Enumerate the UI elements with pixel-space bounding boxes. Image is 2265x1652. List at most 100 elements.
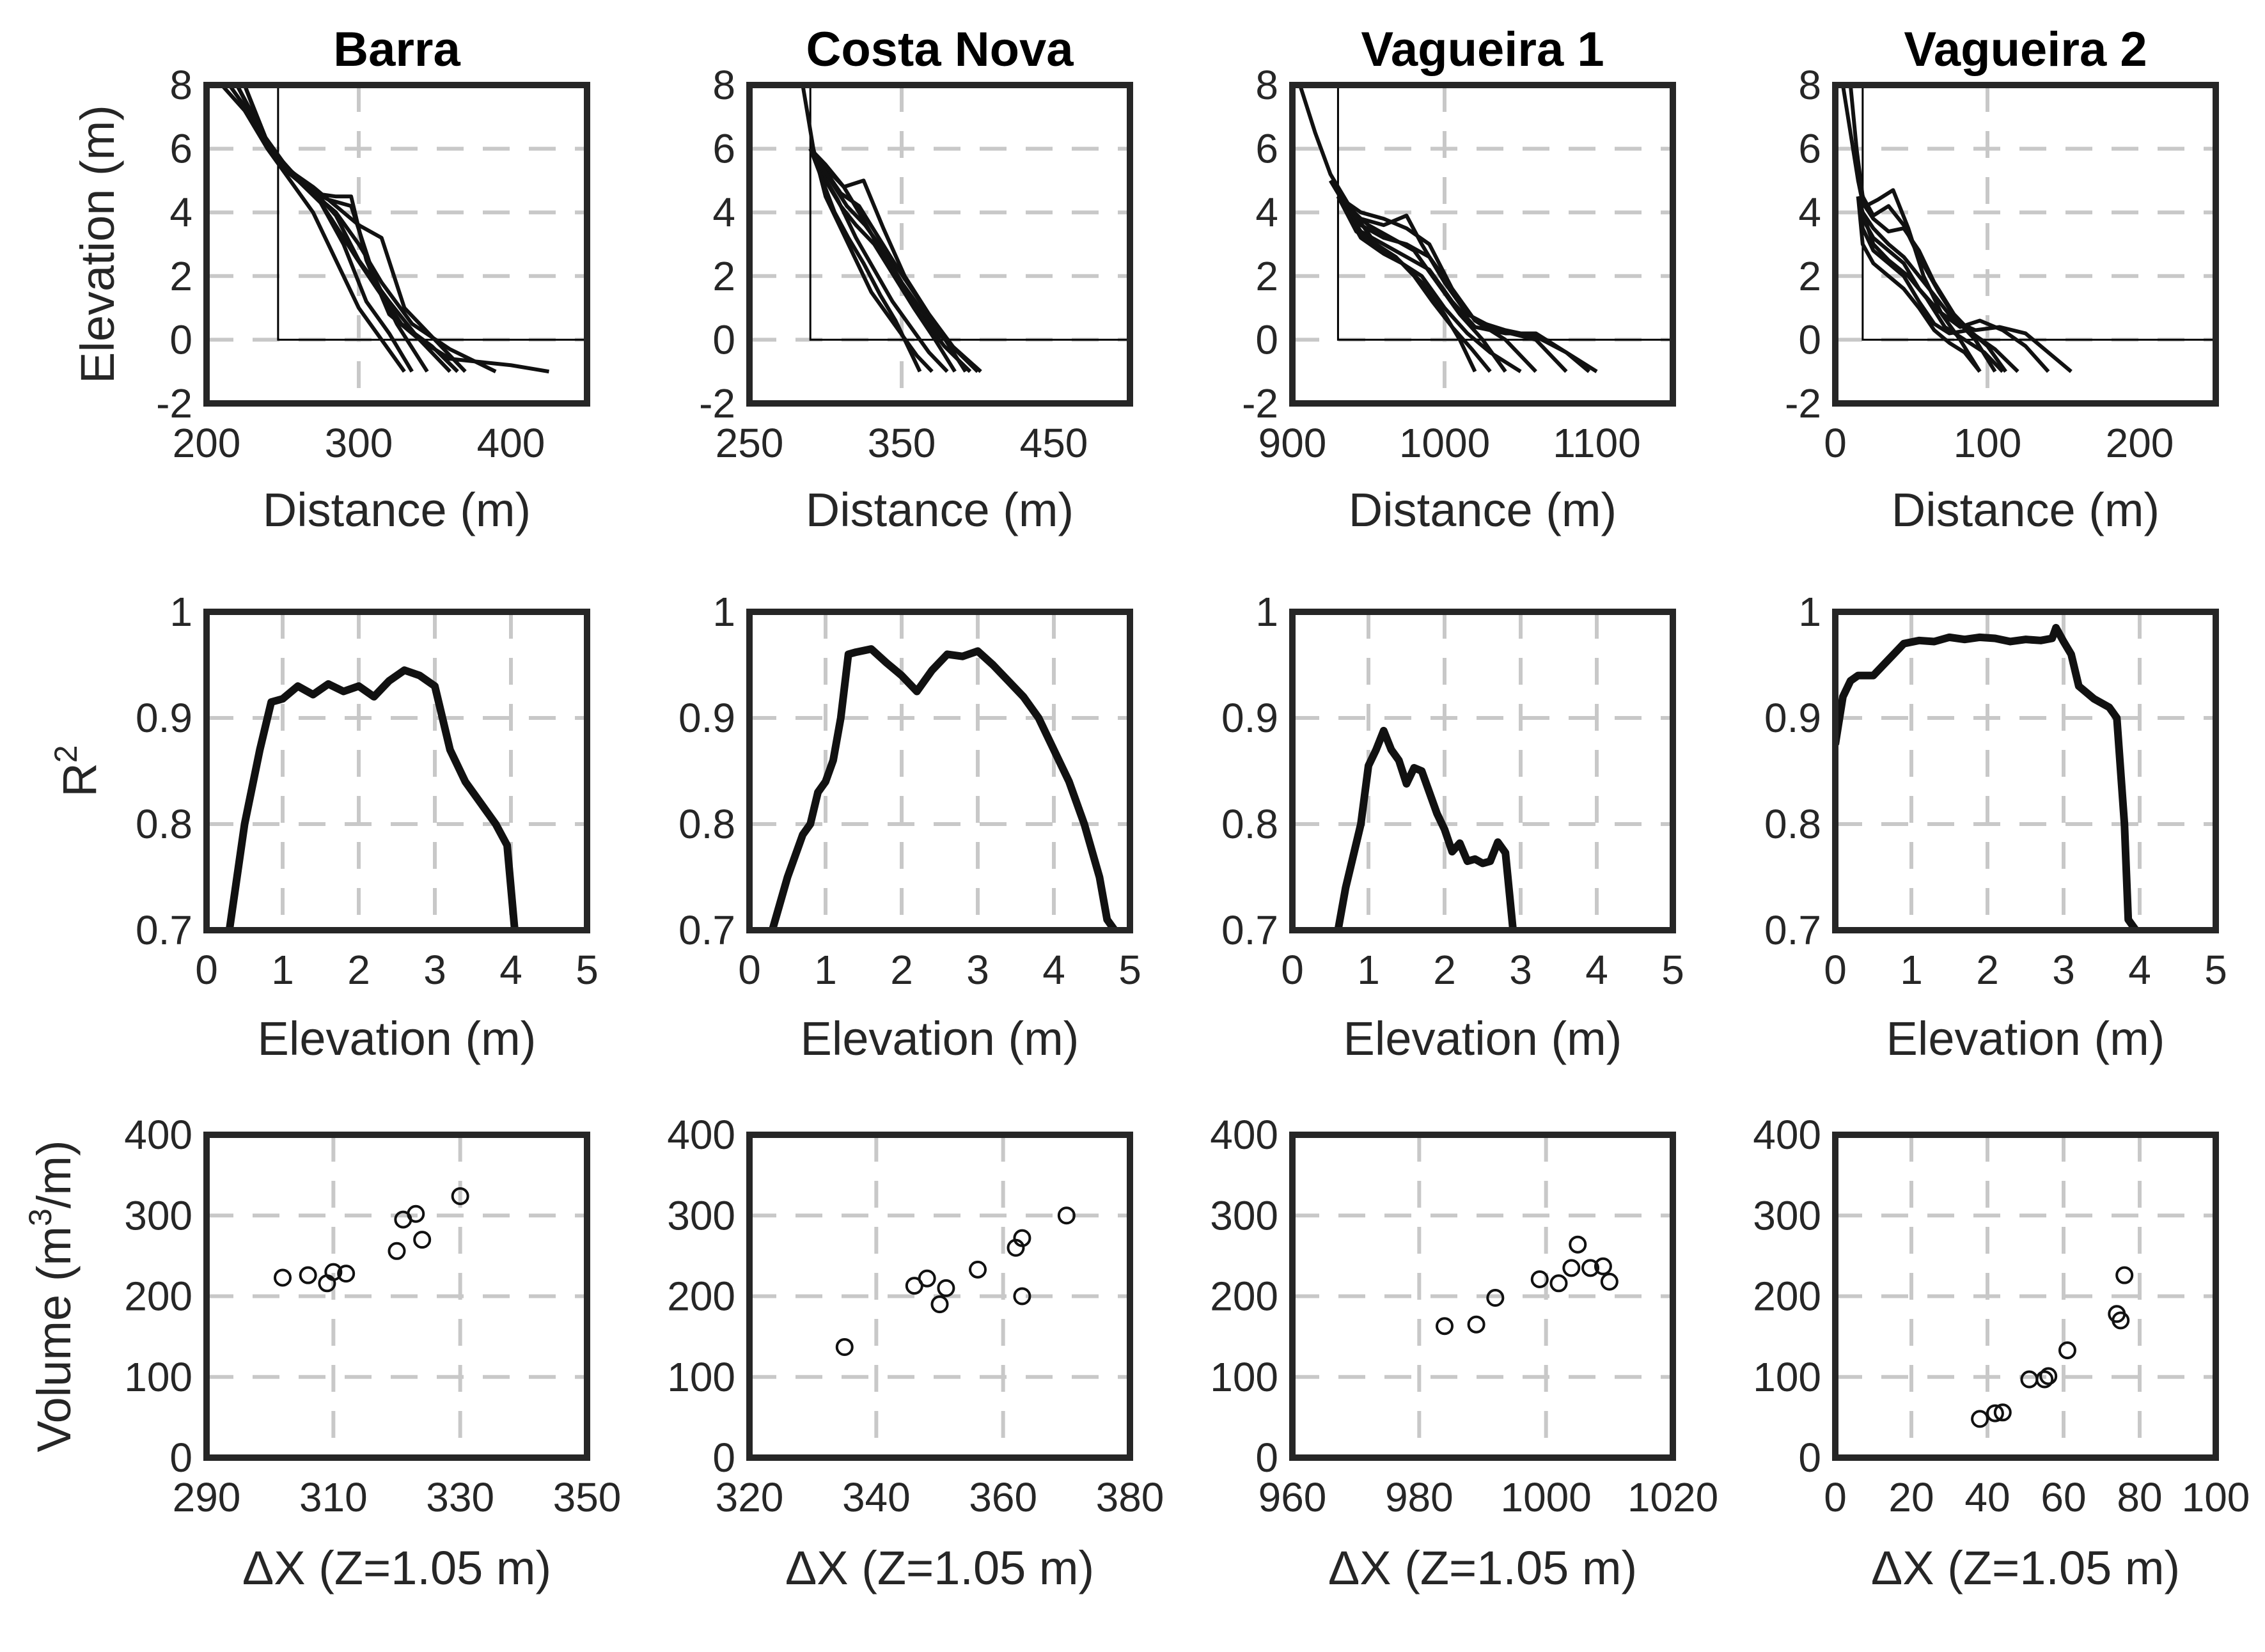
r2-ytick-label: 0.8 <box>136 801 192 847</box>
profile-xtick-label: 900 <box>1258 420 1327 466</box>
volume-ytick-label: 200 <box>1753 1274 1821 1320</box>
volume-panel-1: 320 340 360 380 0 100 200 300 400 ΔX (Z=1.05 m) <box>667 1112 1164 1594</box>
volume-ytick-label: 400 <box>124 1112 192 1158</box>
scatter-point <box>1993 1403 2012 1422</box>
x-axis-label: Distance (m) <box>263 483 531 536</box>
scatter-point <box>2020 1370 2039 1389</box>
r2-ytick-label: 1 <box>712 589 735 635</box>
r2-xtick-label: 0 <box>738 947 761 993</box>
profile-xtick-label: 200 <box>173 420 241 466</box>
profile-ytick-label: 8 <box>169 62 192 108</box>
scatter-point <box>1600 1272 1618 1291</box>
volume-xtick-label: 380 <box>1096 1474 1164 1520</box>
r2-xtick-label: 5 <box>1118 947 1141 993</box>
profile-series-line <box>242 85 497 373</box>
scatter-point <box>299 1266 317 1284</box>
volume-panel-0: 290 310 330 350 0 100 200 300 400 ΔX (Z=1.05 m) Vo… <box>22 1112 621 1594</box>
r2-ytick-label: 0.7 <box>136 907 192 953</box>
volume-xtick-label: 20 <box>1888 1474 1934 1520</box>
r2-xtick-label: 1 <box>1900 947 1923 993</box>
r2-xtick-label: 2 <box>1976 947 1999 993</box>
profile-ytick-label: -2 <box>1785 380 1821 426</box>
r2-xtick-label: 1 <box>814 947 837 993</box>
volume-panel-2: 960 980 1000 1020 0 100 200 300 400 ΔX (Z=1.05 m) <box>1210 1112 1718 1594</box>
profile-xtick-label: 350 <box>868 420 936 466</box>
r2-ytick-label: 0.7 <box>678 907 735 953</box>
volume-xtick-label: 80 <box>2117 1474 2162 1520</box>
y-axis-label-main: Volume (m <box>27 1226 81 1453</box>
profile-ytick-label: 0 <box>1798 316 1821 362</box>
profile-ytick-label: 4 <box>1798 189 1821 235</box>
volume-ytick-label: 300 <box>1210 1192 1278 1238</box>
r2-xtick-label: 5 <box>2204 947 2227 993</box>
scatter-point <box>274 1268 292 1287</box>
x-axis-label: Elevation (m) <box>1886 1012 2165 1065</box>
r2-series-line <box>1334 726 1517 930</box>
r2-xtick-label: 5 <box>1661 947 1684 993</box>
scatter-point <box>918 1269 936 1288</box>
r2-xtick-label: 3 <box>2052 947 2075 993</box>
profile-axes-frame <box>203 82 590 407</box>
volume-ytick-label: 0 <box>1798 1435 1821 1481</box>
r2-ytick-label: 0.9 <box>678 695 735 741</box>
volume-ytick-label: 100 <box>667 1354 735 1400</box>
y-axis-label: Volume (m3/m) <box>22 1140 81 1452</box>
r2-ytick-label: 1 <box>1255 589 1278 635</box>
profile-xtick-label: 250 <box>716 420 784 466</box>
scatter-point <box>835 1338 854 1357</box>
profile-axes-frame <box>1832 82 2219 407</box>
scatter-point <box>451 1187 469 1205</box>
r2-ytick-label: 0.8 <box>1764 801 1821 847</box>
r2-series-line <box>768 645 1118 930</box>
scatter-point <box>1569 1235 1587 1254</box>
volume-axes-frame <box>1289 1132 1676 1461</box>
scatter-point <box>1594 1257 1612 1275</box>
scatter-point <box>2112 1311 2130 1330</box>
profile-series-line <box>1840 85 1982 373</box>
r2-ytick-label: 0.8 <box>1221 801 1278 847</box>
profile-xtick-label: 450 <box>1020 420 1088 466</box>
volume-ytick-label: 400 <box>1753 1112 1821 1158</box>
r2-ytick-label: 1 <box>1798 589 1821 635</box>
profile-ytick-label: 6 <box>169 126 192 172</box>
y-axis-label-superscript: 2 <box>48 745 84 763</box>
r2-xtick-label: 0 <box>1281 947 1304 993</box>
r2-xtick-label: 0 <box>1824 947 1847 993</box>
volume-axes-frame <box>1832 1132 2219 1461</box>
profile-ytick-label: 6 <box>712 126 735 172</box>
profile-panel-0: 200 300 400 -2 0 2 4 6 8 Barra Distance (m) Elevati… <box>71 22 590 536</box>
scatter-point <box>1581 1259 1600 1277</box>
x-axis-label: Distance (m) <box>1892 483 2159 536</box>
r2-panel-2: 0 1 2 3 4 5 0.7 0.8 0.9 1 Elevation (m) <box>1221 589 1684 1065</box>
profile-series-line <box>808 148 922 373</box>
r2-xtick-label: 0 <box>195 947 218 993</box>
panel-title: Vagueira 2 <box>1904 22 2147 77</box>
profile-series-line <box>1336 195 1591 373</box>
profile-ytick-label: -2 <box>156 380 192 426</box>
volume-xtick-label: 290 <box>173 1474 241 1520</box>
profile-ytick-label: 0 <box>712 316 735 362</box>
x-axis-label: ΔX (Z=1.05 m) <box>785 1541 1094 1594</box>
r2-xtick-label: 4 <box>499 947 522 993</box>
scatter-point <box>413 1231 432 1249</box>
scatter-point <box>1986 1404 2004 1422</box>
profile-ytick-label: 2 <box>1798 253 1821 299</box>
profile-series-line <box>1336 194 1537 373</box>
scatter-point <box>1486 1289 1505 1307</box>
volume-xtick-label: 100 <box>2182 1474 2250 1520</box>
scatter-point <box>930 1295 949 1314</box>
profile-ytick-label: 4 <box>1255 189 1278 235</box>
volume-ytick-label: 300 <box>667 1192 735 1238</box>
volume-xtick-label: 1000 <box>1500 1474 1591 1520</box>
profile-axes-frame <box>1289 82 1676 407</box>
y-axis-label: R2 <box>48 745 106 797</box>
profile-ytick-label: 6 <box>1255 126 1278 172</box>
profile-series-line <box>808 147 982 373</box>
volume-ytick-label: 0 <box>1255 1435 1278 1481</box>
volume-ytick-label: 200 <box>667 1274 735 1320</box>
profile-ytick-label: 8 <box>1255 62 1278 108</box>
scatter-point <box>1971 1410 1989 1428</box>
